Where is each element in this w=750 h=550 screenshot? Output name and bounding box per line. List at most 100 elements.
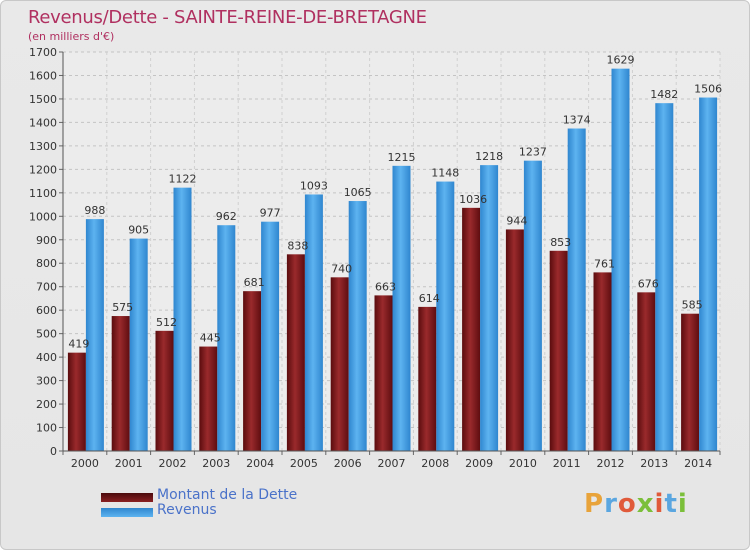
data-label-debt: 575 — [112, 301, 133, 314]
bar-revenus — [85, 219, 104, 451]
data-label-revenus: 1237 — [519, 146, 547, 159]
bar-revenus — [699, 97, 718, 451]
bar-revenus — [567, 128, 586, 452]
bar-debt — [593, 272, 612, 451]
y-tick-label: 600 — [36, 304, 57, 317]
data-label-revenus: 1065 — [344, 186, 372, 199]
y-tick-label: 300 — [36, 375, 57, 388]
bar-debt — [330, 277, 349, 451]
x-tick-label: 2003 — [202, 457, 230, 470]
bar-debt — [155, 330, 174, 451]
bar-revenus — [480, 165, 499, 451]
bar-debt — [637, 292, 656, 451]
data-label-revenus: 962 — [216, 210, 237, 223]
bar-revenus — [173, 187, 192, 451]
data-label-debt: 512 — [156, 316, 177, 329]
data-label-revenus: 1506 — [694, 83, 722, 96]
data-label-revenus: 1374 — [563, 114, 591, 127]
bar-debt — [199, 346, 218, 451]
data-label-debt: 944 — [506, 214, 527, 227]
bar-debt — [67, 352, 86, 451]
data-label-debt: 740 — [331, 262, 352, 275]
chart-title: Revenus/Dette - SAINTE-REINE-DE-BRETAGNE — [28, 7, 427, 28]
bar-revenus — [348, 201, 367, 451]
x-tick-label: 2011 — [553, 457, 581, 470]
data-label-debt: 676 — [638, 277, 659, 290]
y-tick-label: 500 — [36, 328, 57, 341]
data-label-revenus: 1093 — [300, 179, 328, 192]
x-tick-label: 2009 — [465, 457, 493, 470]
data-label-revenus: 1122 — [169, 173, 197, 186]
y-tick-label: 1500 — [29, 93, 57, 106]
bar-revenus — [217, 225, 236, 451]
x-tick-label: 2006 — [334, 457, 362, 470]
x-tick-label: 2004 — [246, 457, 274, 470]
data-label-revenus: 905 — [128, 224, 149, 237]
bar-debt — [549, 250, 568, 451]
x-tick-label: 2014 — [684, 457, 712, 470]
bar-revenus — [392, 165, 411, 452]
y-tick-label: 1700 — [29, 46, 57, 59]
data-label-debt: 761 — [594, 257, 615, 270]
bar-revenus — [611, 68, 630, 451]
y-tick-label: 700 — [36, 281, 57, 294]
x-tick-label: 2008 — [421, 457, 449, 470]
bar-debt — [111, 316, 130, 451]
legend-label-debt: Montant de la Dette — [157, 487, 298, 503]
x-tick-label: 2000 — [71, 457, 99, 470]
y-tick-label: 100 — [36, 422, 57, 435]
y-tick-label: 800 — [36, 257, 57, 270]
y-axis: 0 100 200 300 400 500 600 700 800 900 1000 1100 1200… — [29, 46, 64, 458]
y-tick-label: 1000 — [29, 210, 57, 223]
bar-revenus — [304, 194, 323, 451]
bar-debt — [418, 306, 437, 451]
data-label-revenus: 1482 — [650, 88, 678, 101]
bar-revenus — [436, 181, 455, 451]
legend-swatch-debt — [101, 493, 153, 502]
bar-debt — [374, 295, 393, 451]
data-label-revenus: 1629 — [607, 54, 635, 67]
data-label-revenus: 1218 — [475, 150, 503, 163]
bar-debt — [462, 207, 481, 451]
x-tick-label: 2002 — [159, 457, 187, 470]
x-axis: 2000 2001 2002 2003 2004 2005 2006 2007 2008 2009… — [62, 450, 721, 470]
data-label-debt: 838 — [287, 239, 308, 252]
data-label-debt: 681 — [244, 276, 265, 289]
y-tick-label: 0 — [50, 445, 57, 458]
data-label-revenus: 988 — [84, 204, 105, 217]
y-tick-label: 900 — [36, 234, 57, 247]
y-tick-label: 1600 — [29, 69, 57, 82]
bars — [67, 68, 718, 452]
x-tick-label: 2012 — [597, 457, 625, 470]
y-tick-label: 1400 — [29, 116, 57, 129]
data-label-debt: 445 — [200, 332, 221, 345]
data-label-revenus: 1148 — [431, 167, 459, 180]
data-label-debt: 585 — [682, 299, 703, 312]
bar-debt — [681, 313, 700, 451]
legend-swatch-revenus — [101, 508, 153, 517]
data-label-revenus: 1215 — [388, 151, 416, 164]
bar-debt — [243, 291, 262, 451]
bar-debt — [286, 254, 305, 451]
legend-label-revenus: Revenus — [157, 502, 217, 518]
data-label-debt: 663 — [375, 280, 396, 293]
data-label-debt: 1036 — [459, 193, 487, 206]
chart-subtitle: (en milliers d'€) — [28, 30, 115, 43]
data-labels: 419 988 575 905 512 1122 445 962 681 977 838 1093 74… — [68, 54, 722, 351]
y-tick-label: 400 — [36, 351, 57, 364]
data-label-debt: 614 — [419, 292, 440, 305]
y-tick-label: 200 — [36, 398, 57, 411]
data-label-debt: 419 — [68, 338, 89, 351]
data-label-debt: 853 — [550, 236, 571, 249]
x-tick-label: 2005 — [290, 457, 318, 470]
bar-revenus — [655, 103, 674, 451]
y-tick-label: 1200 — [29, 163, 57, 176]
data-label-revenus: 977 — [260, 207, 281, 220]
x-tick-label: 2001 — [115, 457, 143, 470]
bar-revenus — [129, 238, 148, 451]
y-tick-label: 1300 — [29, 140, 57, 153]
bar-revenus — [261, 221, 280, 451]
bar-revenus — [523, 160, 542, 451]
